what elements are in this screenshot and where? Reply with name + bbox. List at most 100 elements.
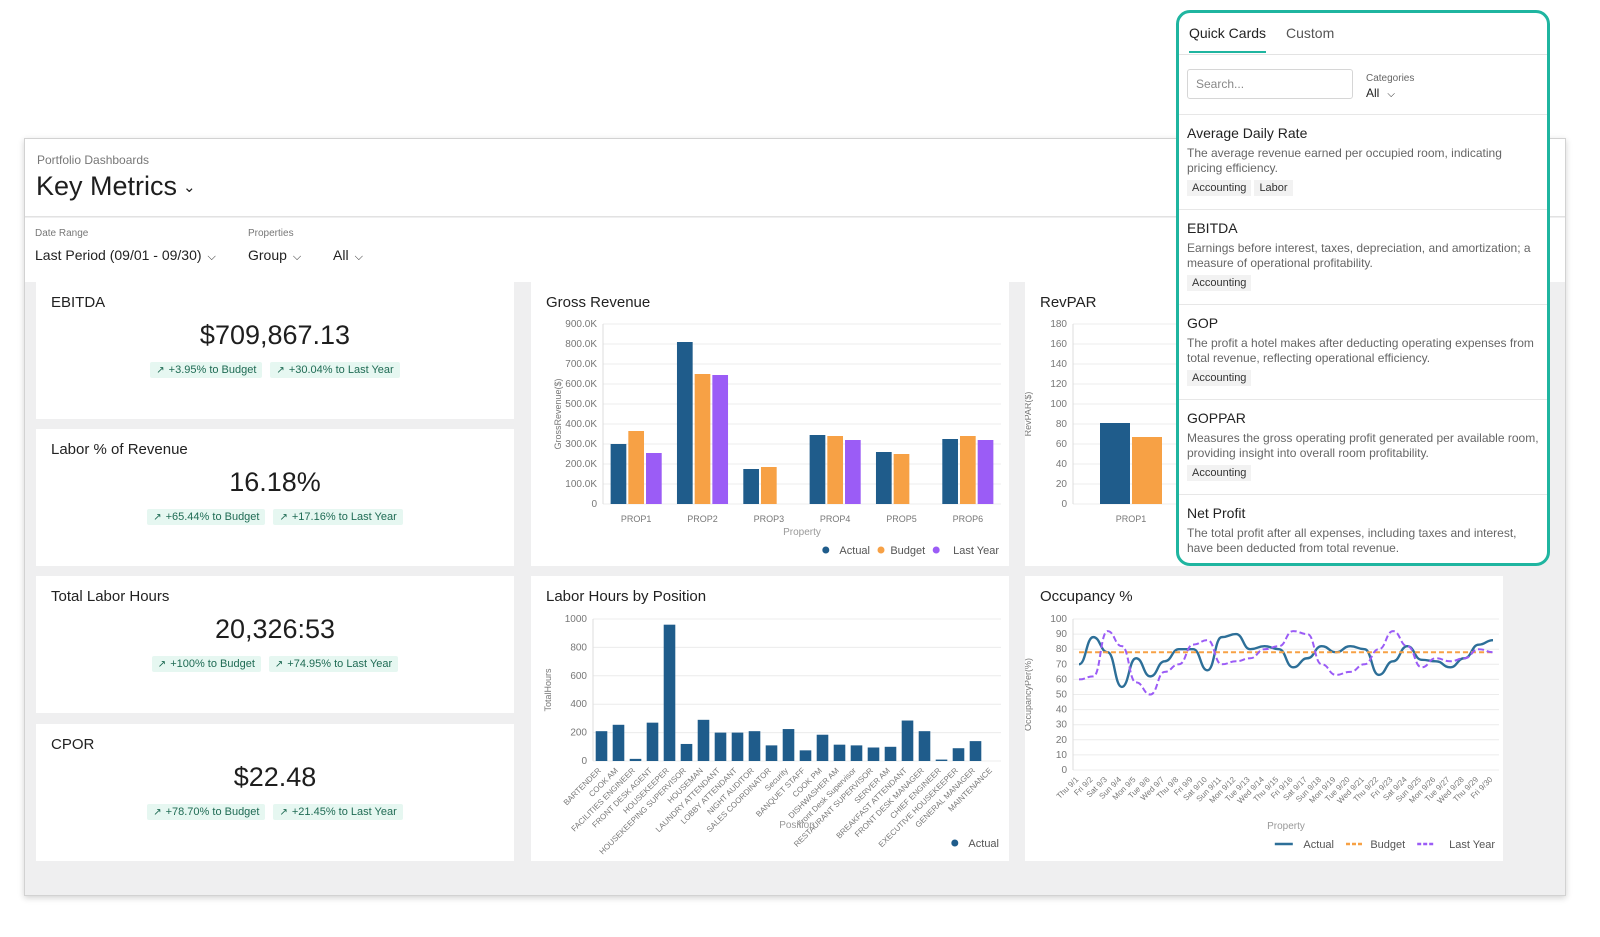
bar-last-year (977, 440, 994, 504)
bar-actual (952, 748, 965, 761)
last-year-badge-text: +74.95% to Last Year (287, 658, 393, 670)
quick-card-gop[interactable]: GOP The profit a hotel makes after deduc… (1179, 304, 1547, 399)
bar-actual (850, 745, 863, 761)
legend-label: Actual (839, 545, 870, 557)
quick-card-title: GOP (1187, 315, 1219, 331)
kpi-title: Labor % of Revenue (51, 441, 188, 458)
chevron-down-icon: ⌵ (1387, 89, 1395, 100)
last-year-badge: ↗ +21.45% to Last Year (273, 804, 403, 820)
x-tick-label: PROP6 (953, 514, 984, 524)
legend-label: Actual (968, 838, 999, 850)
y-tick-label: 20 (1056, 479, 1068, 490)
bar-actual (901, 720, 914, 761)
gross-revenue-card[interactable]: Gross Revenue 0 100.0K 200.0K 300.0K 400.0K 5… (531, 282, 1009, 566)
y-tick-label: 500.0K (565, 399, 597, 410)
bar-actual (743, 469, 759, 504)
page-title[interactable]: Key Metrics ⌄ (36, 171, 196, 202)
kpi-card-ebitda[interactable]: EBITDA $709,867.13 ↗ +3.95% to Budget ↗ +30… (36, 282, 514, 419)
line-actual (1078, 632, 1494, 689)
bar-actual (884, 746, 897, 761)
bar-budget (1132, 437, 1162, 504)
y-tick-label: 140 (1050, 359, 1067, 370)
bar-actual (663, 624, 676, 761)
bar-actual (612, 724, 625, 761)
legend-label: Last Year (1449, 839, 1495, 851)
trend-up-icon: ↗ (276, 365, 285, 376)
last-year-badge-text: +21.45% to Last Year (291, 806, 397, 818)
y-tick-label: 80 (1056, 419, 1068, 430)
kpi-title: CPOR (51, 736, 95, 753)
y-tick-label: 60 (1056, 439, 1068, 450)
search-input[interactable] (1187, 69, 1353, 99)
kpi-badges: ↗ +65.44% to Budget ↗ +17.16% to Last Year (36, 509, 514, 525)
tab-quick-cards[interactable]: Quick Cards (1189, 25, 1267, 53)
bar-budget (893, 454, 910, 504)
y-tick-label: 800.0K (565, 339, 597, 350)
breadcrumb[interactable]: Portfolio Dashboards (37, 153, 150, 167)
trend-up-icon: ↗ (153, 512, 162, 523)
quick-card-ebitda[interactable]: EBITDA Earnings before interest, taxes, … (1179, 209, 1547, 304)
properties-select[interactable]: Group ⌵ (248, 247, 301, 264)
y-tick-label: 180 (1050, 319, 1067, 330)
budget-badge: ↗ +78.70% to Budget (147, 804, 266, 820)
date-range-select[interactable]: Last Period (09/01 - 09/30) ⌵ (35, 247, 216, 264)
y-tick-label: 200.0K (565, 459, 597, 470)
y-tick-label: 0 (1061, 765, 1067, 776)
x-tick-label: PROP3 (754, 514, 785, 524)
quick-card-title: Net Profit (1187, 505, 1246, 521)
kpi-title: Total Labor Hours (51, 588, 170, 605)
y-tick-label: 60 (1056, 674, 1068, 685)
date-range-label: Date Range (35, 228, 89, 239)
y-tick-label: 50 (1056, 690, 1068, 701)
trend-up-icon: ↗ (153, 807, 162, 818)
quick-card-average-daily-rate[interactable]: Average Daily Rate The average revenue e… (1179, 114, 1547, 209)
quick-card-description: Measures the gross operating profit gene… (1187, 431, 1539, 460)
tag-accounting: Accounting (1187, 370, 1252, 386)
kpi-value: 20,326:53 (214, 614, 336, 644)
bar-actual (646, 722, 659, 761)
last-year-badge: ↗ +17.16% to Last Year (273, 509, 403, 525)
y-tick-label: 70 (1056, 659, 1068, 670)
labor-hours-card[interactable]: Labor Hours by Position 0 200 400 600 800 100… (531, 576, 1009, 861)
trend-up-icon: ↗ (279, 807, 288, 818)
bar-actual (918, 731, 931, 761)
chevron-down-icon: ⌵ (207, 251, 216, 263)
y-axis-label: OccupancyPer(%) (1025, 658, 1033, 731)
trend-up-icon: ↗ (274, 659, 284, 670)
y-tick-label: 0 (1061, 499, 1067, 510)
properties-label: Properties (248, 228, 294, 239)
last-year-badge-text: +30.04% to Last Year (288, 364, 394, 376)
chevron-down-icon[interactable]: ⌄ (183, 179, 196, 196)
bar-actual (833, 744, 846, 761)
gross-revenue-chart: 0 100.0K 200.0K 300.0K 400.0K 500.0K 600.0K 700… (553, 319, 1001, 557)
kpi-value: 16.18% (229, 467, 321, 497)
quick-card-title: Average Daily Rate (1187, 125, 1308, 141)
quick-card-tags: Accounting (1187, 465, 1254, 481)
y-axis-label: GrossRevenue($) (553, 378, 563, 449)
tab-custom[interactable]: Custom (1286, 25, 1335, 41)
legend-swatch (877, 546, 885, 554)
chart-title: Gross Revenue (546, 294, 651, 311)
kpi-card-total-labor-hours[interactable]: Total Labor Hours 20,326:53 ↗ +100% to Bu… (36, 576, 514, 713)
bar-actual (731, 732, 744, 761)
quick-card-net-profit[interactable]: Net Profit The total profit after all ex… (1179, 494, 1547, 563)
x-tick-label: PROP2 (687, 514, 718, 524)
kpi-badges: ↗ +78.70% to Budget ↗ +21.45% to Last Year (36, 804, 514, 820)
kpi-value: $22.48 (233, 762, 317, 792)
properties-scope-select[interactable]: All ⌵ (333, 247, 363, 264)
page-title-text: Key Metrics (36, 171, 178, 201)
bar-budget (628, 431, 645, 504)
y-tick-label: 800 (570, 642, 587, 653)
y-tick-label: 300.0K (565, 439, 597, 450)
occupancy-card[interactable]: Occupancy % 0 10 20 30 40 50 60 70 80 90 100 Occupa… (1025, 576, 1503, 861)
y-tick-label: 400 (570, 699, 587, 710)
categories-select[interactable]: All ⌵ (1366, 86, 1395, 100)
y-tick-label: 120 (1050, 379, 1067, 390)
y-tick-label: 600.0K (565, 379, 597, 390)
kpi-card-labor-revenue[interactable]: Labor % of Revenue 16.18% ↗ +65.44% to Bu… (36, 429, 514, 566)
y-axis-label: TotalHours (543, 668, 553, 712)
budget-badge: ↗ +100% to Budget (151, 656, 261, 672)
budget-badge: ↗ +3.95% to Budget (150, 362, 263, 378)
kpi-card-cpor[interactable]: CPOR $22.48 ↗ +78.70% to Budget ↗ +21.45% t… (36, 724, 514, 861)
quick-card-goppar[interactable]: GOPPAR Measures the gross operating prof… (1179, 399, 1547, 494)
